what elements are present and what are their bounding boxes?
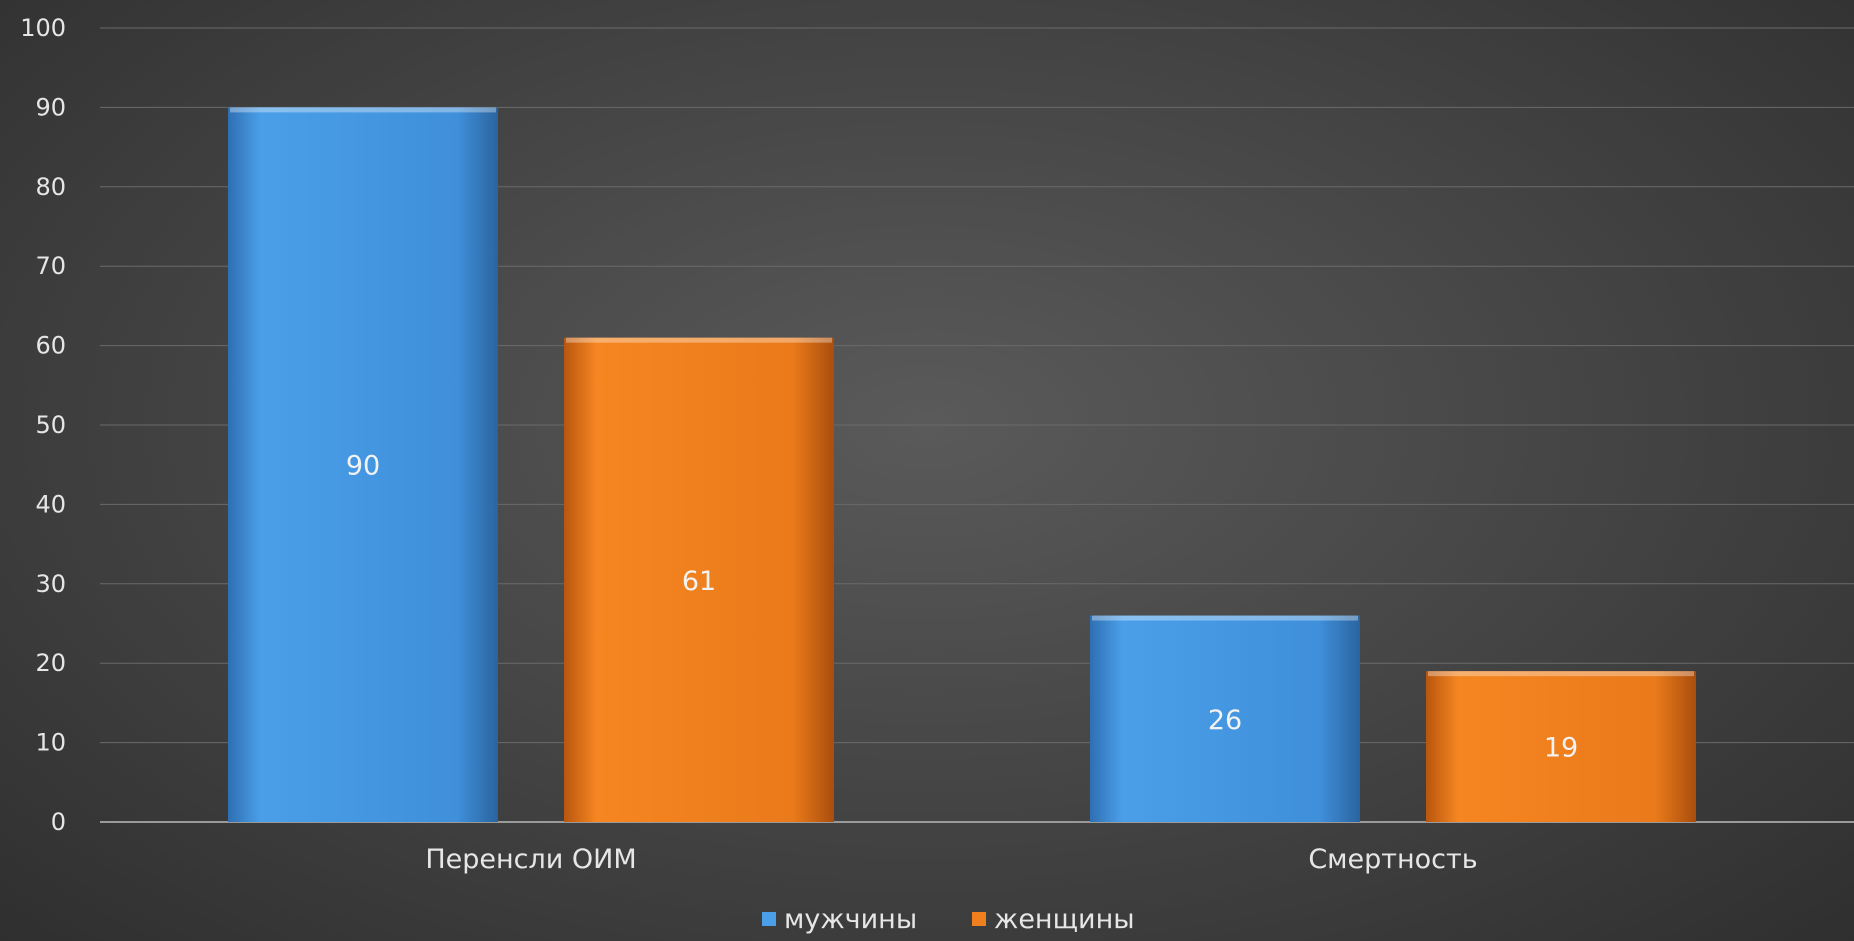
y-tick-label: 100 bbox=[20, 14, 66, 42]
data-label: 19 bbox=[1544, 733, 1578, 764]
legend: мужчины женщины bbox=[762, 904, 1135, 935]
y-tick-label: 10 bbox=[35, 729, 66, 757]
y-tick-label: 60 bbox=[35, 332, 66, 360]
y-tick-label: 70 bbox=[35, 252, 66, 280]
legend-swatch bbox=[762, 912, 776, 926]
bar bbox=[1090, 615, 1360, 822]
bar-highlight bbox=[230, 107, 496, 113]
y-tick-label: 0 bbox=[51, 808, 66, 836]
bar bbox=[228, 107, 498, 822]
x-tick-label: Смертность bbox=[1308, 844, 1477, 875]
y-tick-label: 50 bbox=[35, 411, 66, 439]
legend-label: мужчины bbox=[784, 904, 917, 935]
y-tick-label: 30 bbox=[35, 570, 66, 598]
y-tick-label: 90 bbox=[35, 93, 66, 121]
bars: 90 61 26 19 bbox=[228, 107, 1696, 822]
bar bbox=[564, 337, 834, 822]
y-axis: 0 10 20 30 40 50 60 70 80 90 100 bbox=[20, 14, 1854, 836]
x-tick-label: Перенсли ОИМ bbox=[425, 844, 636, 875]
bar-highlight bbox=[566, 337, 832, 343]
bar-highlight bbox=[1092, 615, 1358, 621]
legend-label: женщины bbox=[994, 904, 1135, 935]
data-label: 61 bbox=[682, 566, 716, 597]
x-axis: Перенсли ОИМ Смертность bbox=[425, 844, 1477, 875]
data-label: 90 bbox=[346, 451, 380, 482]
y-tick-label: 40 bbox=[35, 490, 66, 518]
bar-highlight bbox=[1428, 671, 1694, 677]
y-tick-label: 80 bbox=[35, 173, 66, 201]
legend-swatch bbox=[972, 912, 986, 926]
y-tick-label: 20 bbox=[35, 649, 66, 677]
bar bbox=[1426, 671, 1696, 822]
data-label: 26 bbox=[1208, 705, 1242, 736]
